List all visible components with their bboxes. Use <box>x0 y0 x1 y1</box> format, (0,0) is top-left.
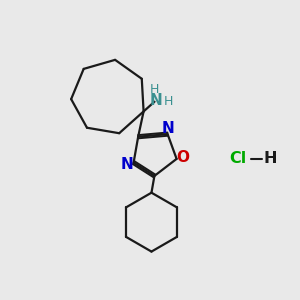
Text: Cl: Cl <box>230 151 247 166</box>
Text: O: O <box>177 150 190 165</box>
Text: H: H <box>150 82 159 95</box>
Text: N: N <box>161 121 174 136</box>
Text: N: N <box>121 157 134 172</box>
Text: N: N <box>150 93 162 108</box>
Text: H: H <box>264 151 278 166</box>
Text: H: H <box>164 95 173 108</box>
